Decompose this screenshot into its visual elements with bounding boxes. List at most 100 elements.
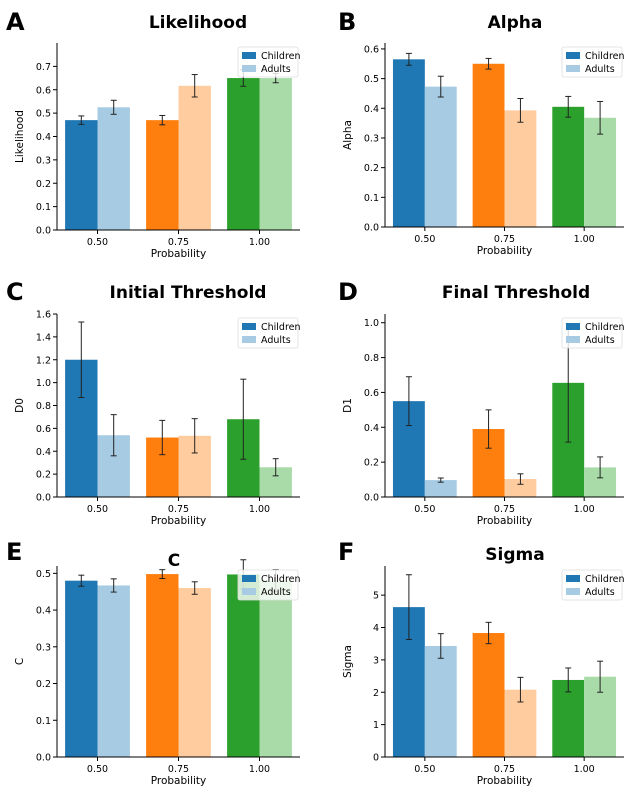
panel-letter: A [6,8,25,36]
bar-adults-0.50 [424,645,457,757]
error-bar-children-1.00 [240,378,247,460]
legend-swatch-children [242,323,256,330]
bar-adults-0.75 [504,479,537,497]
bar-adults-0.75 [178,588,211,757]
y-tick-label: 4 [373,623,379,634]
bar-adults-1.00 [259,78,292,230]
x-tick-label: 0.50 [87,764,108,775]
bar-children-0.50 [65,580,98,757]
y-tick-label: 0.2 [36,679,51,690]
bar-adults-1.00 [259,580,292,757]
legend-label-children: Children [585,51,625,62]
y-tick-label: 0.6 [36,424,51,435]
y-tick-label: 0.0 [36,226,51,237]
bar-children-1.00 [552,106,585,227]
x-tick-label: 0.75 [494,764,515,775]
error-bar-adults-0.50 [110,99,117,115]
error-bar-adults-1.00 [597,100,604,135]
bar-children-1.00 [227,574,260,757]
legend-label-adults: Adults [261,64,291,75]
bar-adults-0.50 [424,480,457,497]
x-axis-label: Probability [477,775,533,787]
error-bar-adults-0.75 [517,97,524,123]
y-tick-label: 0.4 [36,606,51,617]
error-bar-adults-0.75 [517,473,524,485]
y-tick-label: 0.3 [36,642,51,653]
x-tick-label: 0.50 [414,504,435,515]
error-bar-children-1.00 [565,667,572,693]
bar-children-0.50 [392,59,425,227]
y-tick-label: 1.4 [36,332,51,343]
y-axis-label: Alpha [342,120,354,150]
y-axis-label: Sigma [342,645,354,678]
error-bar-children-0.75 [485,621,492,645]
bar-children-0.75 [146,574,179,757]
y-axis-label: Likelihood [14,110,26,163]
y-tick-label: 5 [373,591,379,602]
error-bar-children-0.50 [78,574,85,587]
bar-adults-0.50 [97,107,130,230]
y-tick-label: 0.5 [364,74,379,85]
error-bar-adults-0.50 [110,414,117,457]
bar-adults-0.50 [424,86,457,227]
legend-swatch-children [242,575,256,582]
error-bar-adults-0.50 [437,477,444,483]
y-tick-label: 0.2 [36,470,51,481]
error-bar-adults-1.00 [597,456,604,479]
x-tick-label: 0.75 [168,237,189,248]
error-bar-adults-0.75 [517,676,524,703]
chart-title: C [168,551,180,571]
legend-swatch-children [566,575,580,582]
bar-adults-0.75 [178,85,211,231]
legend-label-adults: Adults [261,587,291,598]
y-axis-label: D0 [14,398,26,413]
y-tick-label: 0.0 [36,753,51,764]
panel-letter: D [338,278,358,306]
y-tick-label: 1.0 [364,318,379,329]
error-bar-adults-1.00 [272,458,279,477]
y-tick-label: 0.2 [364,163,379,174]
y-tick-label: 0.8 [36,401,51,412]
legend-swatch-adults [242,65,256,72]
y-tick-label: 0.0 [364,223,379,234]
error-bar-children-0.75 [485,409,492,449]
x-axis-label: Probability [477,245,533,257]
legend-swatch-adults [242,336,256,343]
panel-letter: E [6,538,22,566]
legend-label-children: Children [261,51,301,62]
chart-title: Likelihood [149,13,247,33]
x-tick-label: 0.75 [168,764,189,775]
panel-letter: F [338,538,354,566]
y-tick-label: 0.4 [36,132,51,143]
error-bar-adults-1.00 [597,660,604,693]
error-bar-children-0.50 [78,115,85,125]
legend: Children Adults [561,569,625,601]
legend-swatch-adults [566,588,580,595]
legend-label-adults: Adults [261,335,291,346]
legend: Children Adults [561,317,625,349]
chart-title: Initial Threshold [110,283,267,303]
y-tick-label: 0.2 [36,179,51,190]
y-tick-label: 0.6 [364,388,379,399]
bar-children-0.75 [472,633,505,757]
y-tick-label: 0.8 [364,353,379,364]
error-bar-adults-0.75 [191,581,198,595]
y-tick-label: 0.1 [36,202,51,213]
legend-label-children: Children [261,322,301,333]
y-tick-label: 0.4 [364,104,379,115]
y-tick-label: 0.7 [36,62,51,73]
legend-label-children: Children [585,574,625,585]
x-axis-label: Probability [151,248,207,260]
y-tick-label: 0.6 [36,85,51,96]
chart-panel-d: D Final Threshold 0.0 0.2 0.4 0.6 0.8 1.0 0.50 0.… [338,278,625,527]
y-tick-label: 3 [373,655,379,666]
x-axis-label: Probability [151,515,207,527]
panel-letter: C [6,278,24,306]
x-tick-label: 1.00 [249,764,270,775]
y-tick-label: 0.5 [36,569,51,580]
chart-title: Sigma [485,545,544,565]
x-tick-label: 1.00 [249,504,270,515]
bar-children-0.75 [472,63,505,227]
bar-adults-0.50 [97,585,130,757]
